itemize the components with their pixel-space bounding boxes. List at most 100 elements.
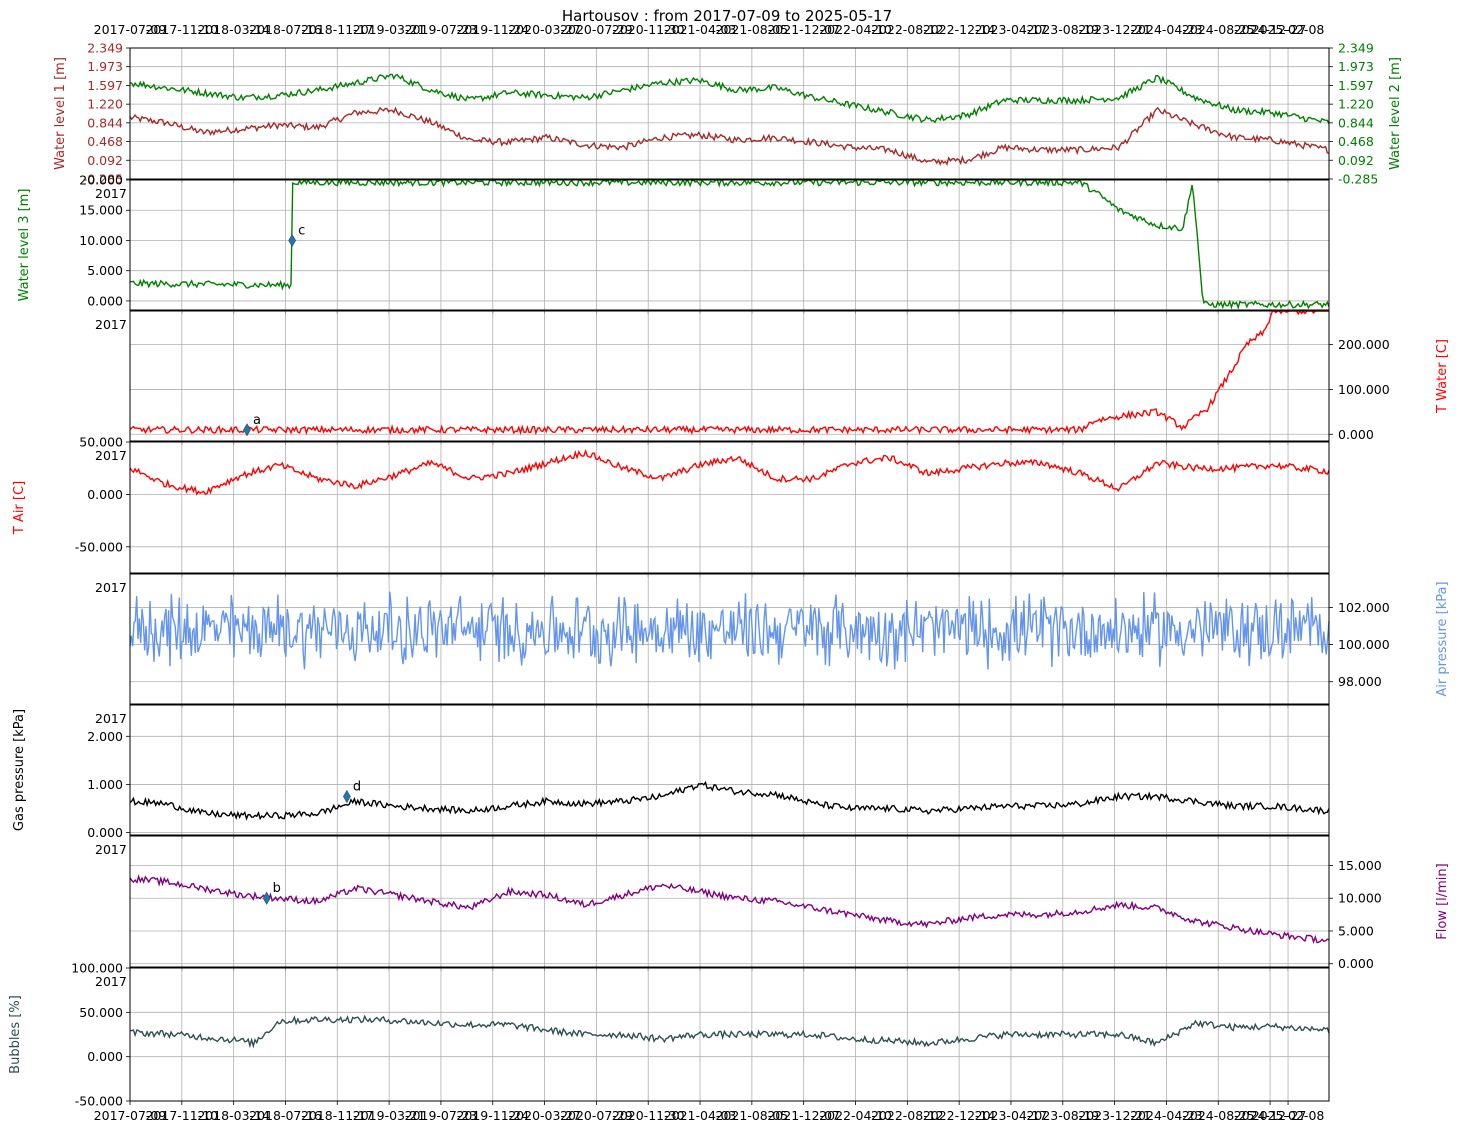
y-axis-label-left: Water level 1 [m] <box>53 57 68 170</box>
series-line-2-1 <box>129 177 1330 310</box>
x-tick-label-top: 2018-07-16 <box>249 22 322 37</box>
y-tick-label-left: 20.000 <box>79 173 123 188</box>
series-line-7-1 <box>129 874 1330 944</box>
y-axis-label-right: Air pressure [kPa] <box>1435 581 1450 696</box>
y-tick-label-left: 10.000 <box>79 233 123 248</box>
y-axis-label-left: T Air [C] <box>12 481 27 535</box>
y-tick-label-left: 0.000 <box>87 1049 123 1064</box>
y-tick-label-left: 1.220 <box>87 97 123 112</box>
corner-year-label: 2017 <box>95 448 127 463</box>
x-tick-label-top: 2017-07-09 <box>94 22 167 37</box>
x-tick-label-top: 2021-08-05 <box>716 22 789 37</box>
y-tick-label-right: 15.000 <box>1338 858 1382 873</box>
y-tick-label-right: 1.220 <box>1338 97 1374 112</box>
x-tick-label-top: 2017-11-10 <box>145 22 218 37</box>
annotation-label: a <box>253 413 261 428</box>
x-tick-label-bottom: 2022-12-14 <box>923 1108 996 1123</box>
panel-6: d 2.000 1.000 0.000 2017 Gas pressure [kPa] <box>12 704 1330 840</box>
panel-8: 100.000 50.000 0.000 -50.000 2017 Bubbles [%] <box>8 961 1330 1109</box>
y-tick-label-left: 2.000 <box>87 729 123 744</box>
x-tick-label-top: 2021-12-07 <box>767 22 840 37</box>
x-tick-label-bottom: 2018-07-16 <box>249 1108 322 1123</box>
series-line-1-2 <box>129 73 1330 125</box>
x-tick-label-bottom: 2021-08-05 <box>716 1108 789 1123</box>
corner-year-label: 2017 <box>95 317 127 332</box>
y-tick-label-left: 100.000 <box>71 961 123 976</box>
y-tick-label-right: 0.092 <box>1338 153 1374 168</box>
panel-frame <box>129 441 1330 574</box>
corner-year-label: 2017 <box>95 974 127 989</box>
x-tick-label-top: 2023-04-17 <box>975 22 1048 37</box>
y-tick-label-left: -0.285 <box>83 172 123 187</box>
y-axis-label-right: T Water [C] <box>1435 339 1450 414</box>
panel-5: 102.000 100.000 98.000 2017 Air pressure [kP… <box>95 573 1450 708</box>
y-tick-label-left: 15.000 <box>79 203 123 218</box>
series-line-5-1 <box>129 591 1330 670</box>
y-tick-label-right: 5.000 <box>1338 923 1374 938</box>
corner-year-label: 2017 <box>95 186 127 201</box>
y-tick-label-right: 100.000 <box>1338 637 1390 652</box>
annotation-marker <box>288 233 296 248</box>
y-tick-label-left: 1.000 <box>87 777 123 792</box>
y-tick-label-left: 0.000 <box>87 293 123 308</box>
x-tick-label-bottom: 2021-04-03 <box>664 1108 737 1123</box>
panel-frame <box>129 310 1330 442</box>
x-tick-label-bottom: 2019-03-21 <box>353 1108 426 1123</box>
x-tick-label-top: 2020-11-30 <box>612 22 685 37</box>
x-tick-label-top: 2020-07-29 <box>560 22 633 37</box>
chart-title: Hartousov : from 2017-07-09 to 2025-05-1… <box>562 7 892 25</box>
x-tick-label-top: 2023-12-21 <box>1078 22 1151 37</box>
x-tick-label-bottom: 2021-12-07 <box>767 1108 840 1123</box>
y-axis-label-right: Flow [l/min] <box>1435 863 1450 939</box>
annotation-label: c <box>298 223 305 238</box>
y-tick-label-left: 2.349 <box>87 41 123 56</box>
series-line-8-1 <box>129 1014 1330 1049</box>
series-line-4-1 <box>129 449 1330 496</box>
x-tick-label-bottom: 2024-04-23 <box>1130 1108 1203 1123</box>
panel-frame <box>129 704 1330 836</box>
panel-frame <box>129 967 1330 1102</box>
x-tick-label-top: 2023-08-19 <box>1026 22 1099 37</box>
annotation-marker <box>343 789 351 804</box>
x-tick-label-top: 2020-03-27 <box>508 22 581 37</box>
x-tick-label-top: 2024-12-27 <box>1234 22 1307 37</box>
panel-frame <box>129 47 1330 180</box>
annotation-marker <box>243 423 251 437</box>
x-tick-label-bottom: 2018-03-14 <box>197 1108 270 1123</box>
panel-frame <box>129 179 1330 311</box>
corner-year-label: 2017 <box>95 711 127 726</box>
x-tick-label-bottom: 2022-08-12 <box>871 1108 944 1123</box>
x-tick-label-bottom: 2017-07-09 <box>94 1108 167 1123</box>
annotation-marker <box>262 891 271 905</box>
y-tick-label-left: 1.597 <box>87 78 123 93</box>
x-tick-label-top: 2019-07-23 <box>405 22 478 37</box>
annotation-label: b <box>273 881 281 896</box>
y-tick-label-right: 102.000 <box>1338 600 1390 615</box>
y-axis-label-right: Water level 2 [m] <box>1388 57 1403 170</box>
x-tick-label-top: 2019-11-24 <box>456 22 529 37</box>
x-tick-label-top: 2021-04-03 <box>664 22 737 37</box>
x-tick-label-top: 2022-04-10 <box>819 22 892 37</box>
y-tick-label-left: 0.844 <box>87 115 123 130</box>
y-tick-label-left: 0.468 <box>87 134 123 149</box>
y-tick-label-left: 5.000 <box>87 263 123 278</box>
corner-year-label: 2017 <box>95 842 127 857</box>
annotation-label: d <box>353 779 361 794</box>
x-tick-label-bottom: 2019-07-23 <box>405 1108 478 1123</box>
x-tick-label-bottom: 2024-08-25 <box>1182 1108 1255 1123</box>
x-tick-label-bottom: 2023-04-17 <box>975 1108 1048 1123</box>
x-tick-label-bottom: 2020-11-30 <box>612 1108 685 1123</box>
x-tick-label-top: 2024-08-25 <box>1182 22 1255 37</box>
panel-frame <box>129 835 1330 968</box>
x-tick-label-bottom: 2019-11-24 <box>456 1108 529 1123</box>
panel-frame <box>129 573 1330 705</box>
panel-2: c 20.000 15.000 10.000 5.000 0.000 2017 Water l… <box>17 173 1330 314</box>
y-tick-label-left: 50.000 <box>79 1005 123 1020</box>
x-tick-label-top: 2024-04-23 <box>1130 22 1203 37</box>
x-tick-label-bottom: 2025-02-08 <box>1252 1108 1325 1123</box>
x-tick-label-top: 2022-08-12 <box>871 22 944 37</box>
y-axis-label-left: Gas pressure [kPa] <box>12 709 27 831</box>
series-line-6-1 <box>129 780 1330 821</box>
x-tick-label-top: 2025-02-08 <box>1252 22 1325 37</box>
